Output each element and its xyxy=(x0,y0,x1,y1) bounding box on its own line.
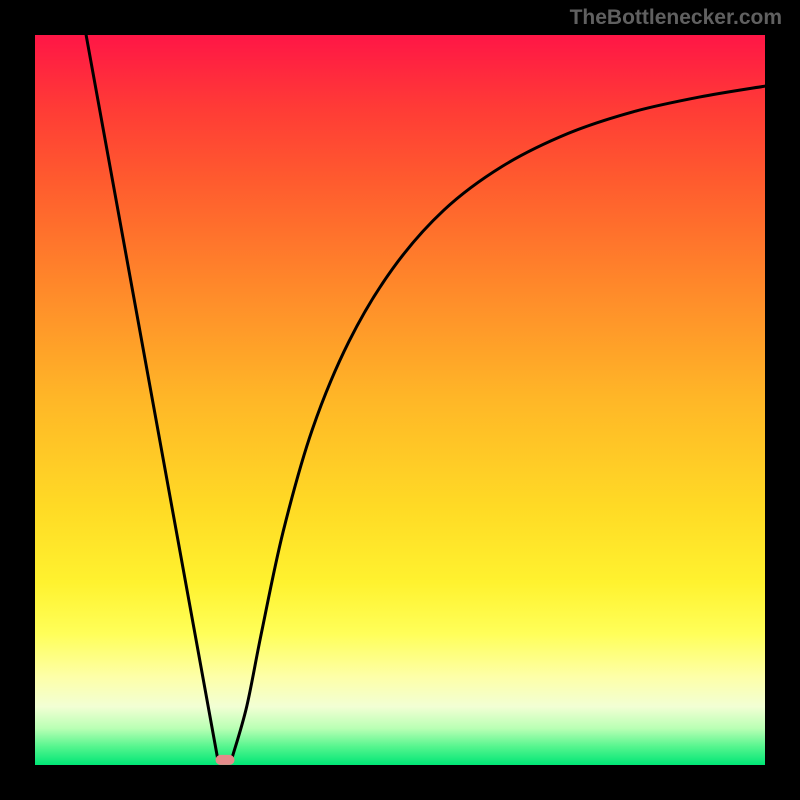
curve-right-branch xyxy=(232,86,765,758)
chart-container: TheBottlenecker.com xyxy=(0,0,800,800)
minimum-marker xyxy=(215,755,234,765)
watermark-text: TheBottlenecker.com xyxy=(570,6,782,30)
curve-left-branch xyxy=(86,35,217,758)
bottleneck-curve xyxy=(35,35,765,765)
plot-area xyxy=(35,35,765,765)
